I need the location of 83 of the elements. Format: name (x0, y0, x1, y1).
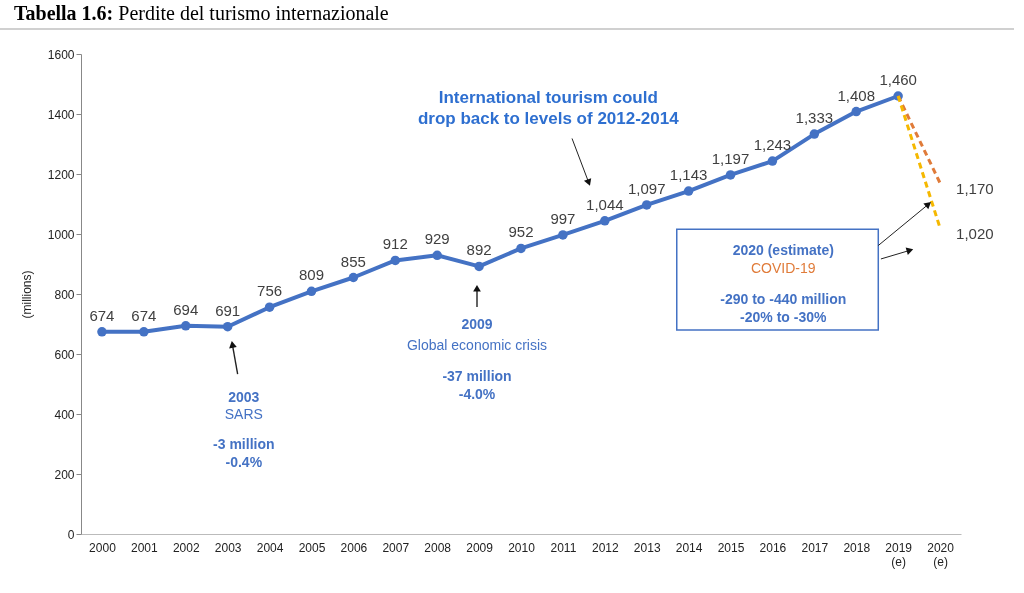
annotation: 2009 (461, 316, 493, 333)
data-label: 997 (550, 209, 576, 227)
data-label: 809 (298, 266, 324, 284)
x-tick-label: 2003 (214, 540, 242, 555)
x-tick-label: 2013 (633, 540, 661, 555)
x-tick-label: 2007 (382, 540, 410, 555)
data-label: 691 (215, 301, 241, 319)
point (809, 129, 820, 139)
point (264, 302, 275, 312)
point (641, 200, 652, 210)
data-label: 952 (508, 223, 534, 241)
data-label: 1,197 (711, 149, 750, 167)
data-label: 929 (424, 230, 450, 248)
y-tick-label: 1200 (47, 167, 75, 182)
x-tick-label: 2010 (508, 540, 536, 555)
x-tick-label: 2016 (759, 540, 787, 555)
x-tick-label: 2018 (843, 540, 871, 555)
data-label: 694 (173, 300, 199, 318)
point (181, 321, 191, 331)
data-label: 855 (340, 252, 366, 270)
x-tick-label: 2002 (172, 540, 200, 555)
y-tick-label: 1400 (47, 107, 75, 122)
data-label: 1,143 (669, 166, 708, 184)
annotation: COVID-19 (750, 259, 816, 276)
x-tick-label: 2017 (801, 540, 829, 555)
y-tick-label: 0 (67, 527, 75, 542)
annotation: International tourism could drop back to levels of 2012-2014 (417, 88, 680, 129)
x-tick-label: 2006 (340, 540, 368, 555)
y-tick-label: 800 (54, 287, 75, 302)
chart-title: Tabella 1.6: Perdite del turismo internazionale (0, 0, 1014, 30)
point (139, 327, 149, 337)
data-label: 912 (382, 235, 408, 253)
y-tick-label: 600 (54, 347, 75, 362)
y-tick-label: 1600 (47, 47, 75, 62)
annotation: -290 to -440 million -20% to -30% (720, 290, 847, 325)
x-tick-label: 2014 (675, 540, 703, 555)
point (851, 106, 861, 117)
point (725, 170, 736, 180)
point (348, 272, 359, 283)
y-axis-title: (millions) (19, 270, 34, 319)
data-label: 1,333 (795, 109, 834, 127)
x-tick-label: 2001 (131, 540, 159, 555)
x-tick-label: 2015 (717, 540, 745, 555)
data-label: 1,170 (956, 180, 994, 197)
annotation: -37 million -4.0% (442, 367, 512, 402)
point (97, 327, 107, 337)
point (390, 255, 401, 266)
data-label: 1,243 (753, 136, 792, 154)
data-label: 892 (466, 241, 492, 259)
point (600, 216, 610, 226)
annotation: SARS (224, 406, 263, 423)
data-label: 1,020 (956, 225, 994, 242)
x-tick-label: 2012 (591, 540, 619, 555)
x-tick-label: 2009 (466, 540, 494, 555)
annotation: -3 million -0.4% (213, 436, 275, 470)
point (432, 250, 442, 261)
point (474, 261, 484, 272)
point (558, 230, 568, 240)
x-tick-label: 2011 (550, 540, 577, 555)
x-tick-label: 2000 (89, 540, 117, 555)
y-tick-label: 400 (54, 407, 75, 422)
x-tick-label: 2008 (424, 540, 452, 555)
y-tick-label: 200 (54, 467, 75, 482)
annotation: Global economic crisis (406, 336, 548, 353)
point (306, 286, 317, 297)
annotation: 2020 (estimate) (732, 241, 834, 258)
x-tick-label: 2020 (e) (927, 540, 955, 569)
data-label: 756 (257, 282, 283, 300)
x-tick-label: 2019 (e) (885, 540, 913, 569)
point (767, 156, 778, 166)
point (516, 243, 526, 254)
data-label: 1,408 (837, 86, 876, 104)
data-label: 674 (89, 306, 115, 324)
data-label: 1,460 (879, 71, 917, 88)
y-tick-label: 1000 (47, 227, 75, 242)
x-tick-label: 2005 (298, 540, 326, 555)
data-label: 674 (131, 306, 157, 324)
point (683, 186, 694, 196)
annotation: 2003 (228, 389, 260, 406)
data-label: 1,044 (586, 195, 624, 213)
data-label: 1,097 (627, 179, 666, 197)
point (222, 321, 233, 332)
x-tick-label: 2004 (256, 540, 284, 555)
